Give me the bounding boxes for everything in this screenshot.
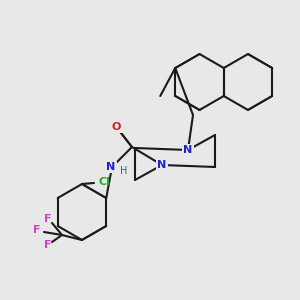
Text: F: F [33, 225, 41, 235]
Text: H: H [120, 166, 128, 176]
Text: N: N [106, 162, 116, 172]
Text: Cl: Cl [98, 177, 110, 187]
Text: N: N [183, 145, 193, 155]
Text: O: O [111, 122, 121, 132]
Text: F: F [44, 240, 52, 250]
Text: F: F [44, 214, 52, 224]
Text: N: N [158, 160, 166, 170]
